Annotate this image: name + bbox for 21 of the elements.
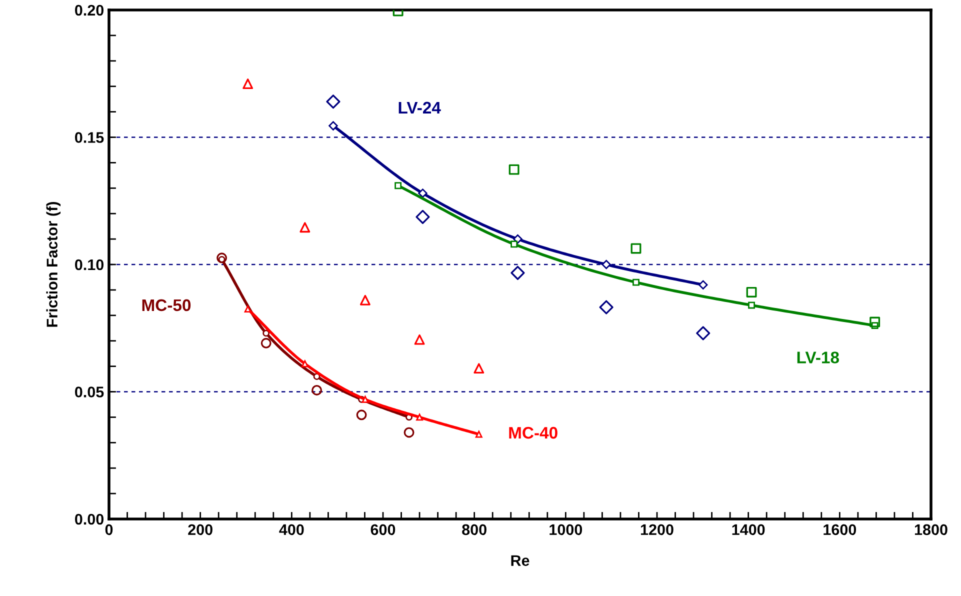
x-tick-label: 1600 <box>824 524 856 536</box>
y-axis-title: Friction Factor (f) <box>46 202 61 327</box>
series-label: MC-40 <box>509 426 558 439</box>
x-tick-label: 1200 <box>640 524 674 536</box>
x-axis-title: Re <box>511 555 530 566</box>
y-tick-label: 0.05 <box>75 386 104 398</box>
x-tick-label: 1000 <box>550 524 582 536</box>
x-tick-label: 1400 <box>732 524 765 536</box>
x-tick-label: 800 <box>462 524 486 536</box>
x-tick-label: 200 <box>188 524 212 536</box>
y-tick-label: 0.10 <box>75 259 104 270</box>
text: MC-50 <box>142 299 191 312</box>
y-tick-label: 0.00 <box>75 514 104 525</box>
x-tick-label: 1800 <box>914 524 948 536</box>
x-tick-label: 400 <box>279 524 304 536</box>
series-label: LV-18 <box>797 352 839 364</box>
y-tick-label: 0.15 <box>75 132 104 143</box>
text: LV-24 <box>398 102 441 114</box>
x-tick-label: 0 <box>105 524 113 536</box>
x-tick-label: 600 <box>370 524 396 536</box>
y-tick-label: 0.20 <box>75 4 104 16</box>
